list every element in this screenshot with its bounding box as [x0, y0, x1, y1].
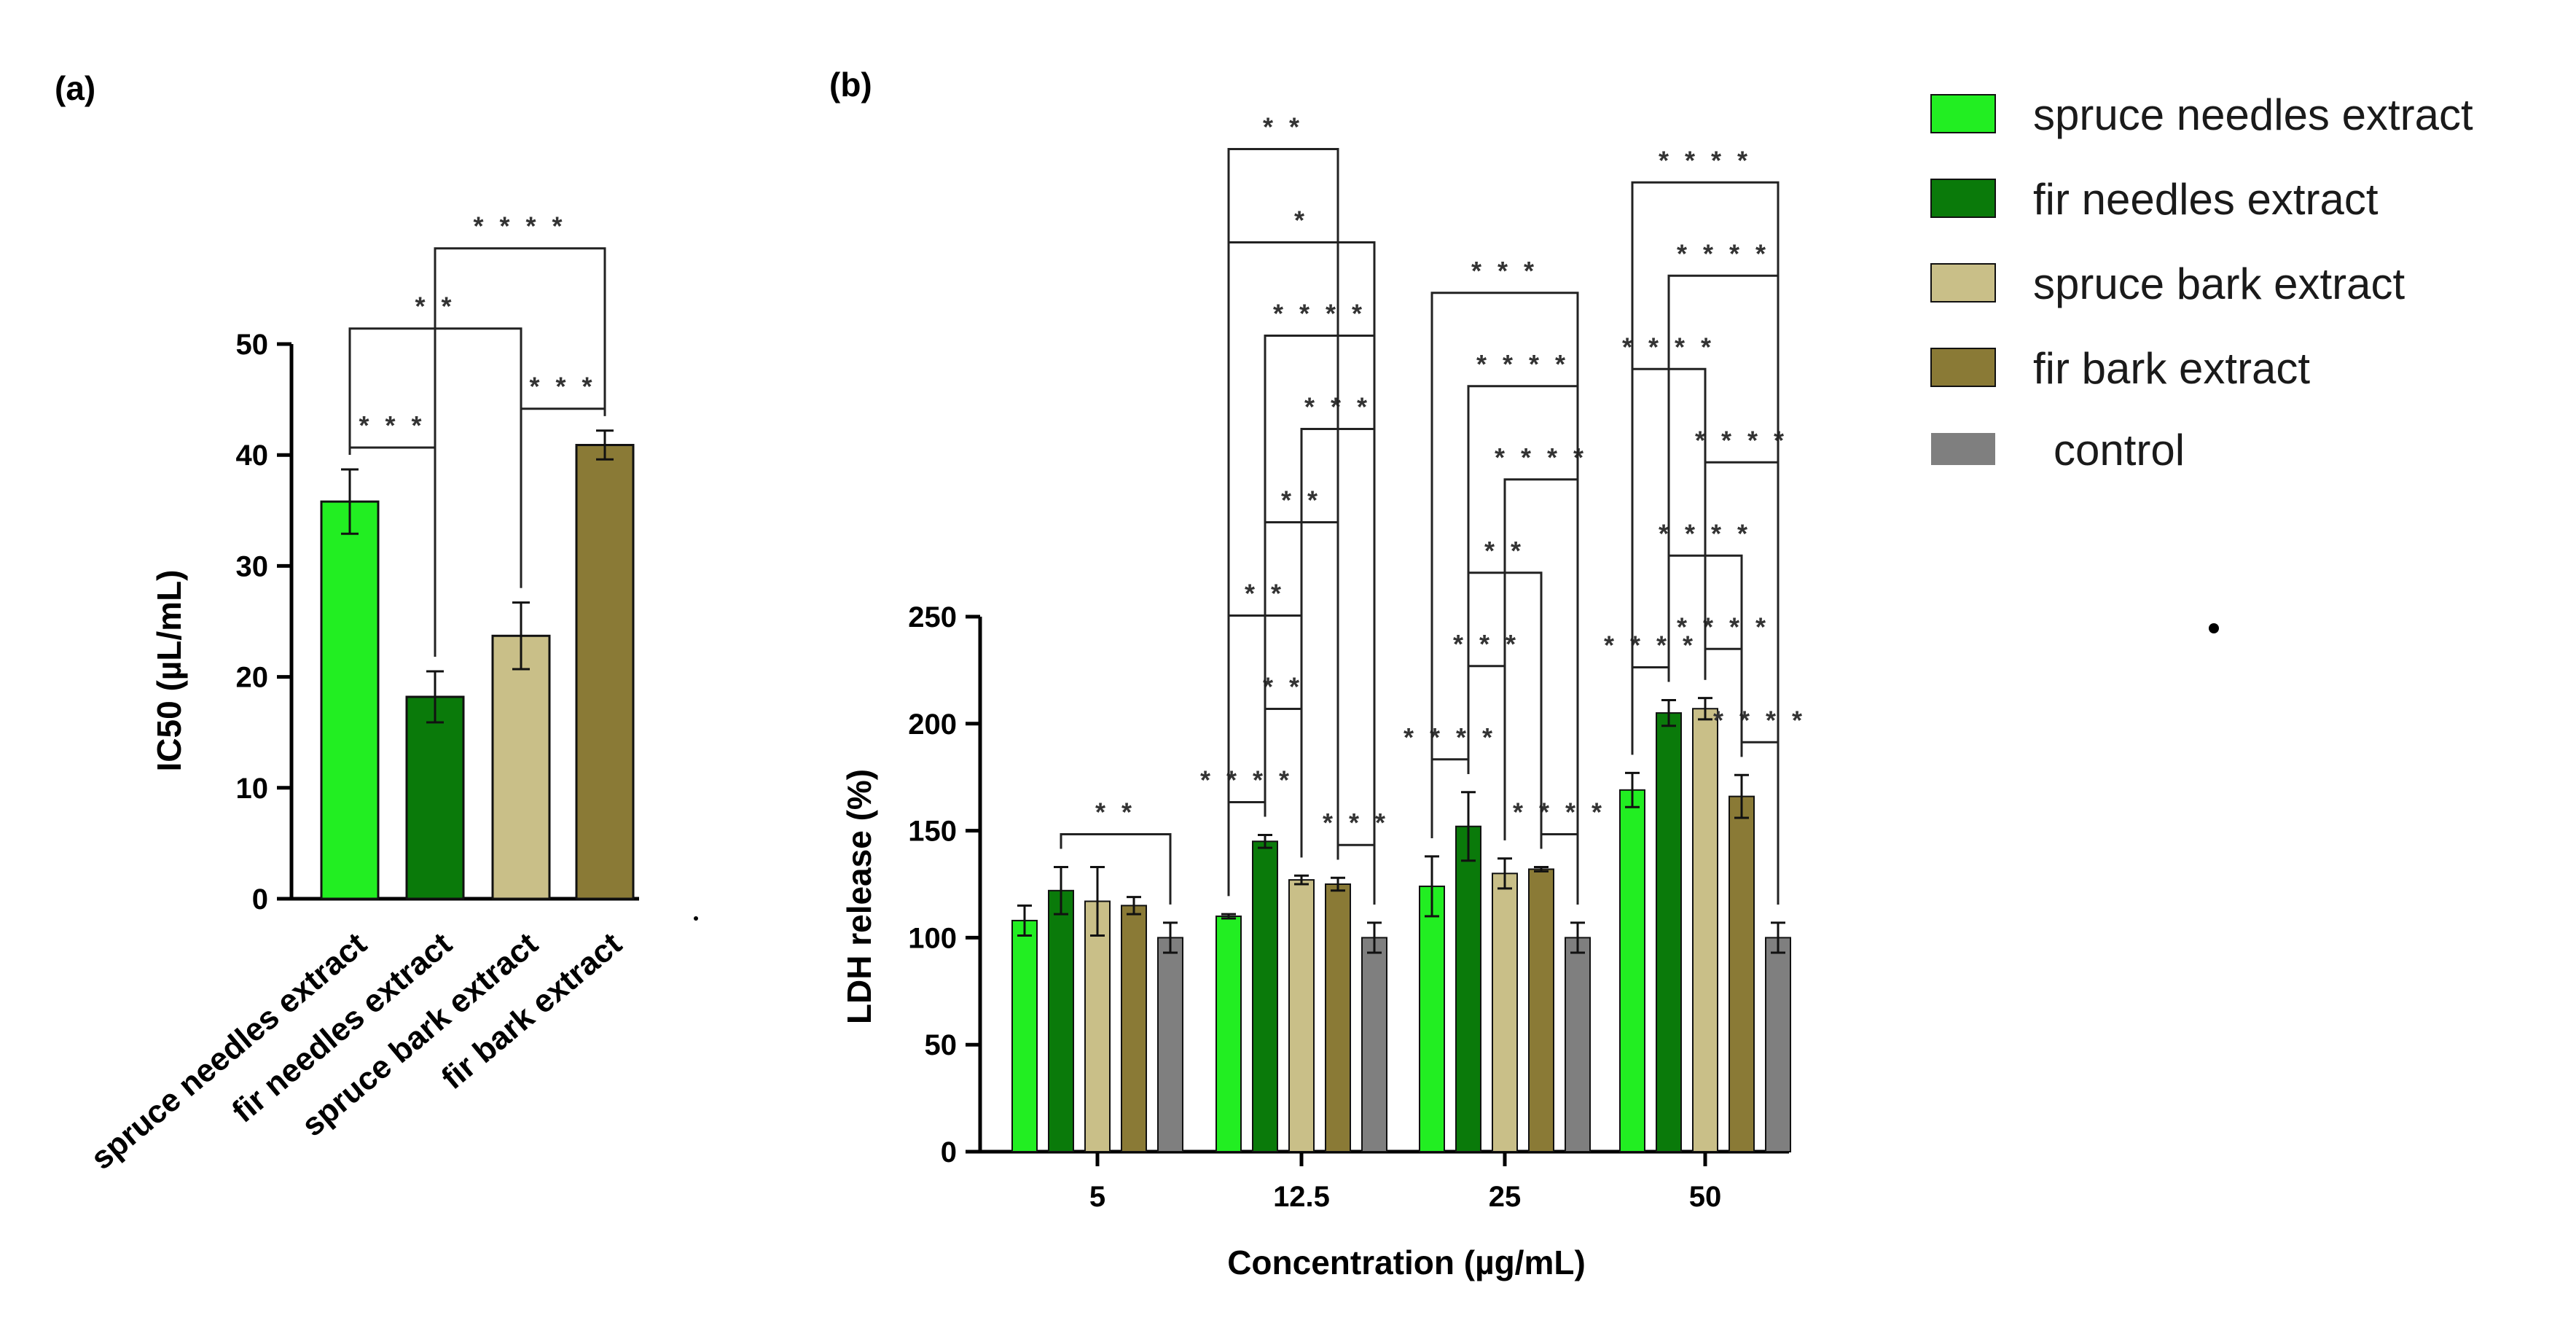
panel-b-y-tick-label: 100: [908, 922, 957, 954]
panel-b-bar: [1361, 937, 1387, 1153]
panel-b-significance-label: * * * *: [1695, 425, 1788, 455]
panel-b-x-tick-label: 25: [1489, 1181, 1522, 1213]
stray-dot: [2209, 623, 2219, 633]
panel-b-significance-bracket: [1060, 833, 1172, 905]
panel-b-bar: [1565, 937, 1591, 1153]
panel-a-bar: [575, 444, 635, 900]
panel-b-bar: [1455, 825, 1481, 1153]
panel-b-significance-label: * *: [1263, 671, 1304, 701]
legend-label: spruce needles extract: [2033, 90, 2473, 139]
panel-a-significance-label: * * *: [359, 410, 426, 440]
panel-b-significance-label: * * * *: [1659, 518, 1752, 548]
panel-a-y-tick-label: 20: [236, 662, 269, 694]
panel-b-significance-label: * *: [1484, 536, 1525, 566]
stray-dot: [694, 916, 698, 921]
panel-b-y-tick-label: 250: [908, 601, 957, 633]
panel-b-bar: [1325, 883, 1351, 1152]
panel-b-significance-bracket: [1430, 292, 1579, 905]
legend-swatch: [1931, 433, 1995, 465]
legend-label: fir needles extract: [2033, 175, 2379, 224]
panel-b-y-tick-label: 150: [908, 816, 957, 848]
panel-a-y-tick-label: 0: [252, 883, 268, 916]
panel-b-bar: [1084, 900, 1111, 1153]
legend-label: control: [2054, 426, 2185, 475]
legend-swatch: [1930, 94, 1996, 133]
legend-swatch: [1930, 348, 1996, 387]
panel-b-bar: [1656, 712, 1682, 1152]
panel-b-significance-label: * * *: [1453, 629, 1520, 659]
panel-b-significance-label: * *: [1095, 797, 1136, 827]
panel-b-bar: [1619, 789, 1645, 1153]
panel-b-significance-label: * *: [1245, 578, 1285, 608]
panel-b-bar: [1252, 840, 1278, 1153]
panel-a-significance-label: * * *: [529, 372, 596, 402]
panel-b-bar: [1121, 905, 1147, 1152]
panel-b-x-tick-label: 12.5: [1273, 1181, 1330, 1213]
panel-b-significance-bracket: [1631, 181, 1780, 905]
panel-b-significance-bracket: [1227, 147, 1339, 897]
panel-a-significance-bracket: [434, 247, 606, 657]
panel-b-significance-label: * * * *: [1273, 298, 1366, 328]
panel-b-bar: [1528, 868, 1554, 1152]
panel-a-y-tick-label: 10: [236, 773, 269, 805]
panel-b-bar: [1157, 937, 1183, 1153]
panel-a-y-tick-label: 50: [236, 329, 269, 361]
legend-swatch: [1930, 263, 1996, 302]
panel-b-significance-label: * * * *: [1513, 797, 1606, 827]
panel-b-significance-label: *: [1294, 205, 1309, 235]
panel-b-bar: [1692, 708, 1718, 1152]
panel-b-significance-label: * *: [1263, 112, 1304, 141]
panel-a-bar: [405, 695, 465, 900]
panel-b-significance-label: * * * *: [1622, 332, 1715, 362]
panel-b-significance-label: * * * *: [1404, 722, 1497, 752]
panel-b-significance-label: * * * *: [1476, 349, 1570, 379]
panel-b-bar: [1048, 889, 1074, 1152]
panel-b-x-tick-label: 50: [1689, 1181, 1722, 1213]
panel-b-y-tick-label: 200: [908, 709, 957, 741]
legend-label: spruce bark extract: [2033, 259, 2405, 308]
panel-b-bar: [1215, 916, 1242, 1153]
panel-a-label: (a): [55, 69, 95, 107]
panel-a-y-tick-label: 40: [236, 440, 269, 472]
panel-b-bar: [1419, 885, 1445, 1153]
panel-a-bar: [491, 634, 551, 900]
panel-a-bar: [320, 500, 380, 900]
panel-b-significance-label: * * * *: [1604, 631, 1697, 660]
legend-label: fir bark extract: [2033, 344, 2310, 393]
panel-b-significance-label: * * * *: [1677, 612, 1770, 641]
panel-b-significance-label: * * *: [1471, 256, 1538, 286]
legend-swatch: [1930, 179, 1996, 218]
panel-b-significance-label: * * *: [1304, 391, 1371, 421]
panel-b: (b) LDH release (%) Concentration (µg/mL…: [829, 66, 1806, 1281]
legend: spruce needles extract fir needles extrac…: [1930, 90, 2473, 475]
panel-b-significance-label: * * * *: [1677, 238, 1770, 268]
panel-b-significance-label: * * * *: [1659, 145, 1752, 175]
panel-b-y-axis-title: LDH release (%): [840, 769, 878, 1024]
panel-b-x-axis-title: Concentration (µg/mL): [1227, 1244, 1586, 1281]
panel-b-significance-label: * * * *: [1495, 442, 1588, 472]
panel-a-significance-label: * * * *: [473, 211, 566, 241]
panel-b-significance-label: * * *: [1323, 808, 1390, 838]
panel-b-significance-bracket: [1467, 665, 1506, 840]
panel-b-label: (b): [829, 66, 872, 104]
panel-b-significance-label: * * * *: [1713, 705, 1806, 735]
panel-b-significance-label: * *: [1281, 485, 1322, 515]
panel-b-bar: [1729, 795, 1755, 1153]
panel-b-x-tick-label: 5: [1089, 1181, 1105, 1213]
panel-a-significance-label: * *: [415, 292, 455, 321]
panel-b-bar: [1765, 937, 1791, 1153]
panel-a-y-tick-label: 30: [236, 550, 269, 582]
panel-b-bar: [1492, 873, 1518, 1152]
panel-b-bar: [1288, 879, 1315, 1153]
panel-b-y-tick-label: 0: [941, 1136, 957, 1168]
panel-a-y-axis-title: IC50 (µL/mL): [150, 570, 188, 772]
panel-b-bar: [1011, 919, 1038, 1152]
panel-b-significance-label: * * * *: [1200, 765, 1293, 795]
panel-b-y-tick-label: 50: [925, 1029, 958, 1061]
